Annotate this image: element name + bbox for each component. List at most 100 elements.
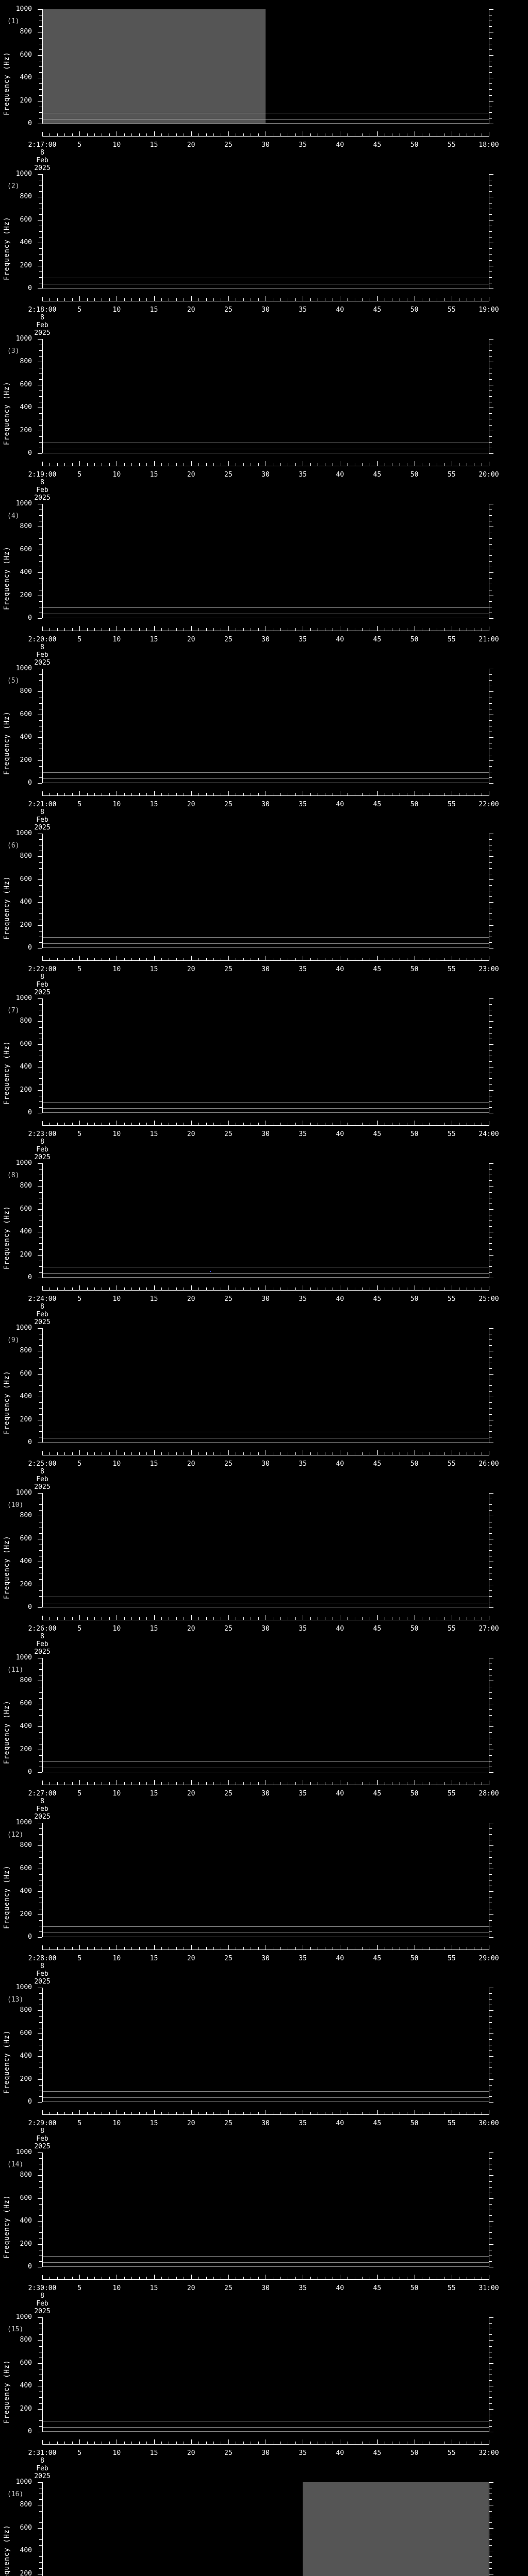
y-axis-tick: 400 xyxy=(20,2052,42,2060)
x-axis-minor-tick xyxy=(146,1287,147,1290)
x-axis-major-tick xyxy=(154,1780,155,1785)
y-axis-minor-tick-right xyxy=(489,1590,492,1591)
y-axis-tick: 400 xyxy=(20,898,42,906)
x-axis-minor-tick xyxy=(131,628,133,631)
y-axis-minor-tick-right xyxy=(489,680,492,681)
date-line: Feb xyxy=(36,2300,48,2308)
x-axis-tick-label: 50 xyxy=(410,1130,419,1138)
x-axis-minor-tick xyxy=(124,1287,125,1290)
x-axis-tick-label: 5 xyxy=(77,2449,82,2457)
spectrogram-panel: (1) Frequency (Hz) 1000 800 600 400 200 0 2:17:0… xyxy=(0,0,528,172)
y-axis-tick-right xyxy=(489,1914,493,1915)
spectrogram-panel: (4) Frequency (Hz) 1000 800 600 400 200 0 2:20:0… xyxy=(0,495,528,667)
x-axis-minor-tick xyxy=(139,1287,140,1290)
x-axis-tick-label: 30 xyxy=(261,1460,270,1468)
x-axis-minor-tick xyxy=(64,1782,65,1785)
x-axis-minor-tick xyxy=(124,1452,125,1455)
x-axis-minor-tick xyxy=(206,1123,207,1125)
x-axis-end-time-label: 20:00 xyxy=(478,471,499,479)
x-axis-tick-label: 5 xyxy=(77,1295,82,1303)
x-axis-minor-tick xyxy=(310,298,311,301)
date-line: Feb xyxy=(36,1805,48,1813)
x-axis-minor-tick xyxy=(64,1287,65,1290)
x-axis-minor-tick xyxy=(124,1123,125,1125)
y-axis-minor-tick xyxy=(39,1391,42,1392)
y-axis-minor-tick xyxy=(39,1004,42,1005)
x-axis-tick-label: 15 xyxy=(150,1130,158,1138)
spectrogram-panel: (13) Frequency (Hz) 1000 800 600 400 200 0 2:29:… xyxy=(0,1978,528,2150)
x-axis-minor-tick xyxy=(72,2442,73,2444)
x-axis-minor-tick xyxy=(243,2112,244,2114)
date-line: 8 xyxy=(40,149,44,157)
x-axis-minor-tick xyxy=(258,2112,259,2114)
date-line: 8 xyxy=(40,1633,44,1640)
y-axis-minor-tick-right xyxy=(489,2397,492,2398)
y-axis-tick-right xyxy=(489,998,493,999)
x-axis-endcap xyxy=(42,2440,43,2445)
y-axis-tick: 800 xyxy=(20,2171,42,2179)
y-axis-minor-tick xyxy=(39,885,42,886)
x-axis-minor-tick xyxy=(243,1617,244,1620)
x-axis-tick-label: 40 xyxy=(336,2120,344,2127)
y-axis-tick-right xyxy=(489,1493,493,1494)
x-axis-minor-tick xyxy=(124,1617,125,1620)
panel-index-label: (13) xyxy=(7,1996,24,2004)
y-axis-minor-tick xyxy=(39,2562,42,2563)
y-axis-minor-tick-right xyxy=(489,1101,492,1102)
y-axis-tick: 800 xyxy=(20,852,42,860)
y-axis-minor-tick xyxy=(39,1567,42,1568)
y-axis-tick-right xyxy=(489,1090,493,1091)
y-axis-tick-right xyxy=(489,1209,493,1210)
x-axis-minor-tick xyxy=(146,958,147,960)
y-axis-tick: 0 xyxy=(28,449,42,457)
x-axis-major-tick xyxy=(154,791,155,795)
x-axis-tick-label: 15 xyxy=(150,636,158,643)
x-axis-minor-tick xyxy=(94,298,95,301)
x-axis-tick-label: 35 xyxy=(299,471,307,479)
y-axis-minor-tick-right xyxy=(489,2562,492,2563)
x-axis-minor-tick xyxy=(310,1947,311,1950)
plot-area xyxy=(42,339,489,453)
x-axis-tick-label: 35 xyxy=(299,306,307,314)
y-axis-minor-tick-right xyxy=(489,1368,492,1369)
x-axis-minor-tick xyxy=(94,1287,95,1290)
x-axis-tick-label: 55 xyxy=(448,965,456,973)
y-axis-tick-label: 800 xyxy=(20,2006,32,2014)
y-axis-minor-tick-right xyxy=(489,112,492,113)
x-axis-tick-label: 50 xyxy=(410,2120,419,2127)
x-axis-tick-label: 55 xyxy=(448,1625,456,1633)
x-axis-tick-label: 30 xyxy=(261,2120,270,2127)
x-axis-minor-tick xyxy=(139,958,140,960)
y-axis-tick-label: 200 xyxy=(20,921,32,929)
x-axis-minor-tick xyxy=(213,628,214,631)
x-axis-endcap xyxy=(42,1286,43,1291)
x-axis-minor-tick xyxy=(57,2442,58,2444)
y-axis-tick-label: 0 xyxy=(28,2263,32,2270)
x-axis-minor-tick xyxy=(57,793,58,795)
x-axis-minor-tick xyxy=(295,298,296,301)
y-axis-minor-tick xyxy=(39,777,42,778)
x-axis-tick-label: 45 xyxy=(373,1625,382,1633)
x-axis-date-stack: 8 Feb 2025 xyxy=(34,973,50,996)
y-axis-minor-tick-right xyxy=(489,1345,492,1346)
plot-area xyxy=(42,1328,489,1443)
y-axis-minor-tick xyxy=(39,561,42,562)
x-axis-minor-tick xyxy=(109,1287,110,1290)
x-axis-minor-tick xyxy=(161,2277,162,2279)
frequency-trace-line xyxy=(42,2256,489,2257)
y-axis-minor-tick-right xyxy=(489,396,492,397)
x-axis-start-time-label: 2:28:00 xyxy=(28,1955,57,1962)
x-axis-major-tick xyxy=(154,1121,155,1125)
y-axis-title: Frequency (Hz) xyxy=(3,1041,11,1105)
x-axis-major-tick xyxy=(191,2439,192,2444)
y-axis-minor-tick xyxy=(39,1857,42,1858)
y-axis-title: Frequency (Hz) xyxy=(3,1865,11,1929)
y-axis-minor-tick xyxy=(39,680,42,681)
x-axis-tick-label: 25 xyxy=(224,2120,233,2127)
y-axis-minor-tick-right xyxy=(489,1857,492,1858)
x-axis-minor-tick xyxy=(243,1452,244,1455)
x-axis-minor-tick xyxy=(310,1452,311,1455)
y-axis-tick-label: 800 xyxy=(20,522,32,531)
y-axis-tick-label: 600 xyxy=(20,215,32,224)
y-axis-minor-tick xyxy=(39,674,42,675)
